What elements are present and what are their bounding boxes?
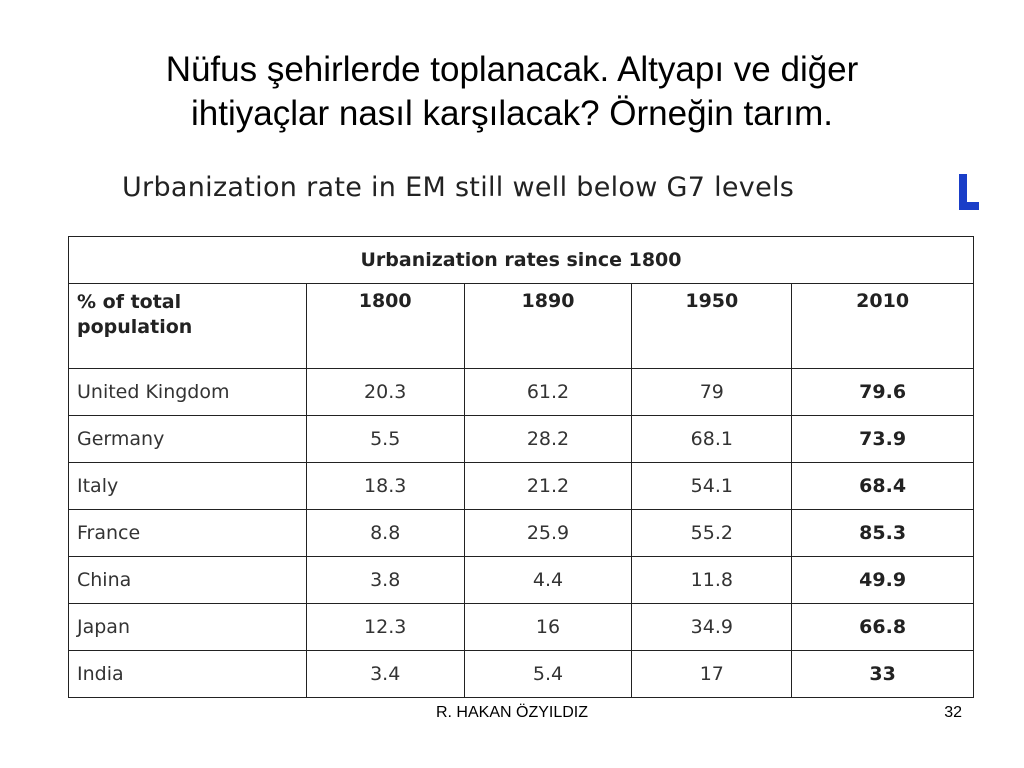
- value-cell: 20.3: [305, 368, 465, 416]
- table-row: China 3.8 4.4 11.8 49.9: [68, 556, 974, 604]
- table-body: United Kingdom 20.3 61.2 79 79.6 Germany 5.5 28…: [68, 368, 974, 698]
- value-cell: 11.8: [631, 556, 793, 604]
- header-year: 2010: [791, 283, 974, 369]
- table-row: Italy 18.3 21.2 54.1 68.4: [68, 462, 974, 510]
- value-cell: 16: [463, 603, 633, 651]
- header-population-line-1: % of total: [77, 291, 182, 313]
- value-cell: 4.4: [463, 556, 633, 604]
- header-year: 1800: [305, 283, 465, 369]
- page-number: 32: [944, 704, 962, 721]
- value-cell: 34.9: [631, 603, 793, 651]
- value-cell: 3.8: [305, 556, 465, 604]
- value-cell: 61.2: [463, 368, 633, 416]
- slide-title: Nüfus şehirlerde toplanacak. Altyapı ve …: [0, 48, 1024, 136]
- value-cell: 55.2: [631, 509, 793, 557]
- country-cell: India: [68, 650, 307, 698]
- footer-author: R. HAKAN ÖZYILDIZ: [435, 704, 589, 721]
- table-row: France 8.8 25.9 55.2 85.3: [68, 509, 974, 557]
- table-row: Japan 12.3 16 34.9 66.8: [68, 603, 974, 651]
- header-population-line-2: population: [77, 316, 193, 338]
- value-cell: 17: [631, 650, 793, 698]
- value-cell: 73.9: [791, 415, 974, 463]
- value-cell: 79: [631, 368, 793, 416]
- country-cell: Italy: [68, 462, 307, 510]
- chart-heading: Urbanization rate in EM still well below…: [122, 172, 795, 203]
- country-cell: Japan: [68, 603, 307, 651]
- urbanization-table: Urbanization rates since 1800 % of total…: [68, 236, 974, 698]
- slide-title-line-2: ihtiyaçlar nasıl karşılacak? Örneğin tar…: [191, 94, 833, 133]
- value-cell: 68.4: [791, 462, 974, 510]
- value-cell: 66.8: [791, 603, 974, 651]
- value-cell: 18.3: [305, 462, 465, 510]
- value-cell: 54.1: [631, 462, 793, 510]
- country-cell: United Kingdom: [68, 368, 307, 416]
- table-row: Germany 5.5 28.2 68.1 73.9: [68, 415, 974, 463]
- table-row: India 3.4 5.4 17 33: [68, 650, 974, 698]
- value-cell: 12.3: [305, 603, 465, 651]
- logo-fragment-icon: [955, 168, 979, 214]
- header-year: 1890: [463, 283, 633, 369]
- table-caption: Urbanization rates since 1800: [68, 236, 974, 284]
- slide-title-line-1: Nüfus şehirlerde toplanacak. Altyapı ve …: [165, 50, 859, 89]
- value-cell: 3.4: [305, 650, 465, 698]
- country-cell: Germany: [68, 415, 307, 463]
- table-row: United Kingdom 20.3 61.2 79 79.6: [68, 368, 974, 416]
- country-cell: China: [68, 556, 307, 604]
- value-cell: 8.8: [305, 509, 465, 557]
- country-cell: France: [68, 509, 307, 557]
- value-cell: 79.6: [791, 368, 974, 416]
- value-cell: 85.3: [791, 509, 974, 557]
- value-cell: 28.2: [463, 415, 633, 463]
- value-cell: 68.1: [631, 415, 793, 463]
- value-cell: 21.2: [463, 462, 633, 510]
- value-cell: 25.9: [463, 509, 633, 557]
- value-cell: 33: [791, 650, 974, 698]
- header-year: 1950: [631, 283, 793, 369]
- value-cell: 5.5: [305, 415, 465, 463]
- value-cell: 5.4: [463, 650, 633, 698]
- value-cell: 49.9: [791, 556, 974, 604]
- header-population: % of total population: [68, 283, 307, 369]
